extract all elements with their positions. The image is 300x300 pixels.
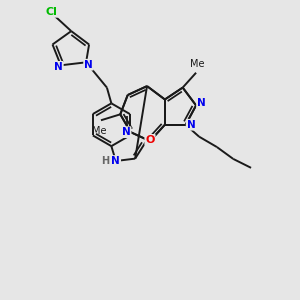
Text: O: O [145, 135, 155, 145]
Text: N: N [187, 120, 195, 130]
Text: N: N [197, 98, 206, 108]
Text: N: N [84, 60, 93, 70]
Text: N: N [54, 62, 63, 72]
Text: Me: Me [92, 126, 107, 136]
Text: Me: Me [190, 59, 205, 69]
Text: N: N [122, 127, 130, 137]
Text: H: H [101, 156, 110, 166]
Text: Cl: Cl [46, 7, 58, 17]
Text: N: N [111, 156, 120, 166]
